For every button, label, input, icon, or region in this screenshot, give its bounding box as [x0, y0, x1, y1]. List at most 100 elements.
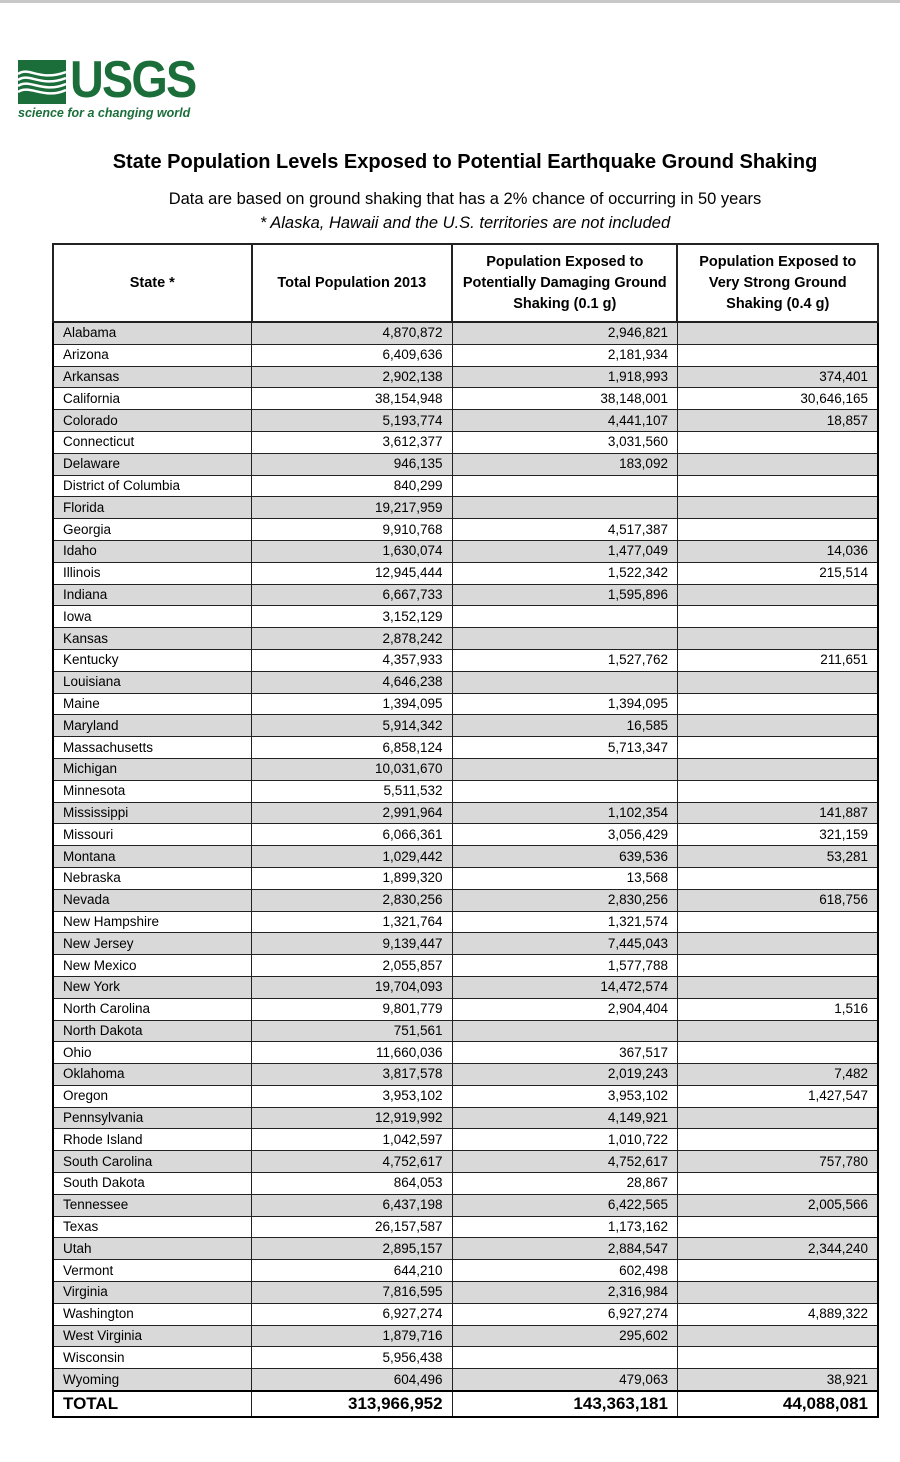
cell-state: West Virginia — [52, 1324, 253, 1348]
cell-damaging: 4,752,617 — [451, 1150, 678, 1174]
cell-state: Vermont — [52, 1259, 253, 1283]
cell-state: Wisconsin — [52, 1346, 253, 1370]
cell-state: Washington — [52, 1302, 253, 1326]
cell-very-strong — [676, 670, 879, 694]
population-table: State * Total Population 2013 Population… — [52, 243, 879, 1419]
cell-state: Tennessee — [52, 1193, 253, 1217]
subtitle: Data are based on ground shaking that ha… — [168, 190, 762, 208]
table-row: New Mexico 2,055,857 1,577,788 — [52, 954, 879, 977]
table-row: New Jersey 9,139,447 7,445,043 — [52, 932, 879, 956]
cell-damaging: 2,181,934 — [451, 343, 678, 367]
cell-very-strong: 30,646,165 — [676, 387, 879, 411]
table-row: North Carolina 9,801,779 2,904,404 1,516 — [52, 997, 879, 1021]
table-row: West Virginia 1,879,716 295,602 — [52, 1324, 879, 1348]
cell-total-population: 6,858,124 — [251, 736, 453, 759]
cell-total-population: 4,752,617 — [251, 1150, 453, 1174]
table-row: Mississippi 2,991,964 1,102,354 141,887 — [52, 801, 879, 825]
cell-state: Kentucky — [52, 648, 253, 672]
cell-very-strong: 1,516 — [676, 997, 879, 1021]
cell-very-strong — [676, 1215, 879, 1239]
cell-damaging: 295,602 — [451, 1324, 678, 1348]
cell-very-strong — [676, 430, 879, 454]
cell-very-strong — [676, 1324, 879, 1348]
table-row: Michigan 10,031,670 — [52, 757, 879, 781]
table-row: Arkansas 2,902,138 1,918,993 374,401 — [52, 365, 879, 389]
table-row: Illinois 12,945,444 1,522,342 215,514 — [52, 561, 879, 585]
cell-damaging: 1,918,993 — [451, 365, 678, 389]
table-row: Nebraska 1,899,320 13,568 — [52, 866, 879, 890]
table-row: Ohio 11,660,036 367,517 — [52, 1041, 879, 1065]
cell-state: Massachusetts — [52, 736, 253, 759]
cell-damaging: 1,394,095 — [451, 692, 678, 716]
table-row: Texas 26,157,587 1,173,162 — [52, 1215, 879, 1239]
cell-state: Oregon — [52, 1084, 253, 1108]
cell-total-population: 4,646,238 — [251, 670, 453, 694]
cell-total-population: 19,217,959 — [251, 496, 453, 520]
cell-very-strong: 215,514 — [676, 561, 879, 585]
cell-very-strong: 374,401 — [676, 365, 879, 389]
cell-very-strong — [676, 452, 879, 476]
cell-damaging: 14,472,574 — [451, 975, 678, 999]
cell-very-strong: 38,921 — [676, 1368, 879, 1392]
table-row: Washington 6,927,274 6,927,274 4,889,322 — [52, 1302, 879, 1326]
cell-total-population: 5,914,342 — [251, 714, 453, 738]
cell-state: North Dakota — [52, 1019, 253, 1043]
logo-tagline: science for a changing world — [18, 106, 191, 120]
cell-damaging — [451, 779, 678, 803]
cell-very-strong — [676, 583, 879, 607]
cell-damaging: 1,595,896 — [451, 583, 678, 607]
cell-total-population: 5,511,532 — [251, 779, 453, 803]
cell-total-population: 1,899,320 — [251, 866, 453, 890]
cell-state: Indiana — [52, 583, 253, 607]
cell-damaging: 1,102,354 — [451, 801, 678, 825]
col-header-state: State * — [52, 243, 253, 323]
col-header-total: Total Population 2013 — [250, 243, 454, 323]
cell-very-strong — [676, 1106, 879, 1130]
cell-very-strong: 7,482 — [676, 1063, 879, 1086]
table-row: Maine 1,394,095 1,394,095 — [52, 692, 879, 716]
cell-very-strong — [676, 605, 879, 629]
cell-total-population: 3,817,578 — [251, 1063, 453, 1086]
cell-very-strong: 53,281 — [676, 845, 879, 868]
cell-total-population: 26,157,587 — [251, 1215, 453, 1239]
cell-state: New York — [52, 975, 253, 999]
cell-damaging: 38,148,001 — [451, 387, 678, 411]
cell-damaging: 1,577,788 — [451, 954, 678, 977]
cell-very-strong — [676, 1019, 879, 1043]
cell-very-strong — [676, 714, 879, 738]
table-row: Georgia 9,910,768 4,517,387 — [52, 518, 879, 541]
cell-damaging — [451, 474, 678, 498]
cell-damaging: 13,568 — [451, 866, 678, 890]
table-row: Kentucky 4,357,933 1,527,762 211,651 — [52, 648, 879, 672]
cell-total-population: 313,966,952 — [251, 1390, 453, 1418]
cell-total-population: 1,879,716 — [251, 1324, 453, 1348]
table-row: Connecticut 3,612,377 3,031,560 — [52, 430, 879, 454]
table-row: Indiana 6,667,733 1,595,896 — [52, 583, 879, 607]
cell-state: Georgia — [52, 518, 253, 541]
cell-state: Oklahoma — [52, 1063, 253, 1086]
table-row: Minnesota 5,511,532 — [52, 779, 879, 803]
cell-total-population: 11,660,036 — [251, 1041, 453, 1065]
cell-very-strong: 44,088,081 — [676, 1390, 879, 1418]
table-row: Alabama 4,870,872 2,946,821 — [52, 321, 879, 345]
cell-state: Iowa — [52, 605, 253, 629]
cell-very-strong — [676, 496, 879, 520]
cell-very-strong — [676, 321, 879, 345]
cell-damaging: 2,946,821 — [451, 321, 678, 345]
cell-damaging: 2,019,243 — [451, 1063, 678, 1086]
cell-total-population: 2,902,138 — [251, 365, 453, 389]
cell-damaging — [451, 627, 678, 650]
cell-damaging: 1,477,049 — [451, 539, 678, 563]
cell-state: Texas — [52, 1215, 253, 1239]
cell-damaging: 1,321,574 — [451, 910, 678, 934]
cell-total-population: 9,801,779 — [251, 997, 453, 1021]
cell-total-population: 6,667,733 — [251, 583, 453, 607]
cell-total-population: 38,154,948 — [251, 387, 453, 411]
cell-very-strong — [676, 757, 879, 781]
cell-damaging: 143,363,181 — [451, 1390, 678, 1418]
table-row: Wisconsin 5,956,438 — [52, 1346, 879, 1370]
cell-total-population: 1,394,095 — [251, 692, 453, 716]
cell-state: California — [52, 387, 253, 411]
cell-state: Arizona — [52, 343, 253, 367]
cell-damaging — [451, 1019, 678, 1043]
